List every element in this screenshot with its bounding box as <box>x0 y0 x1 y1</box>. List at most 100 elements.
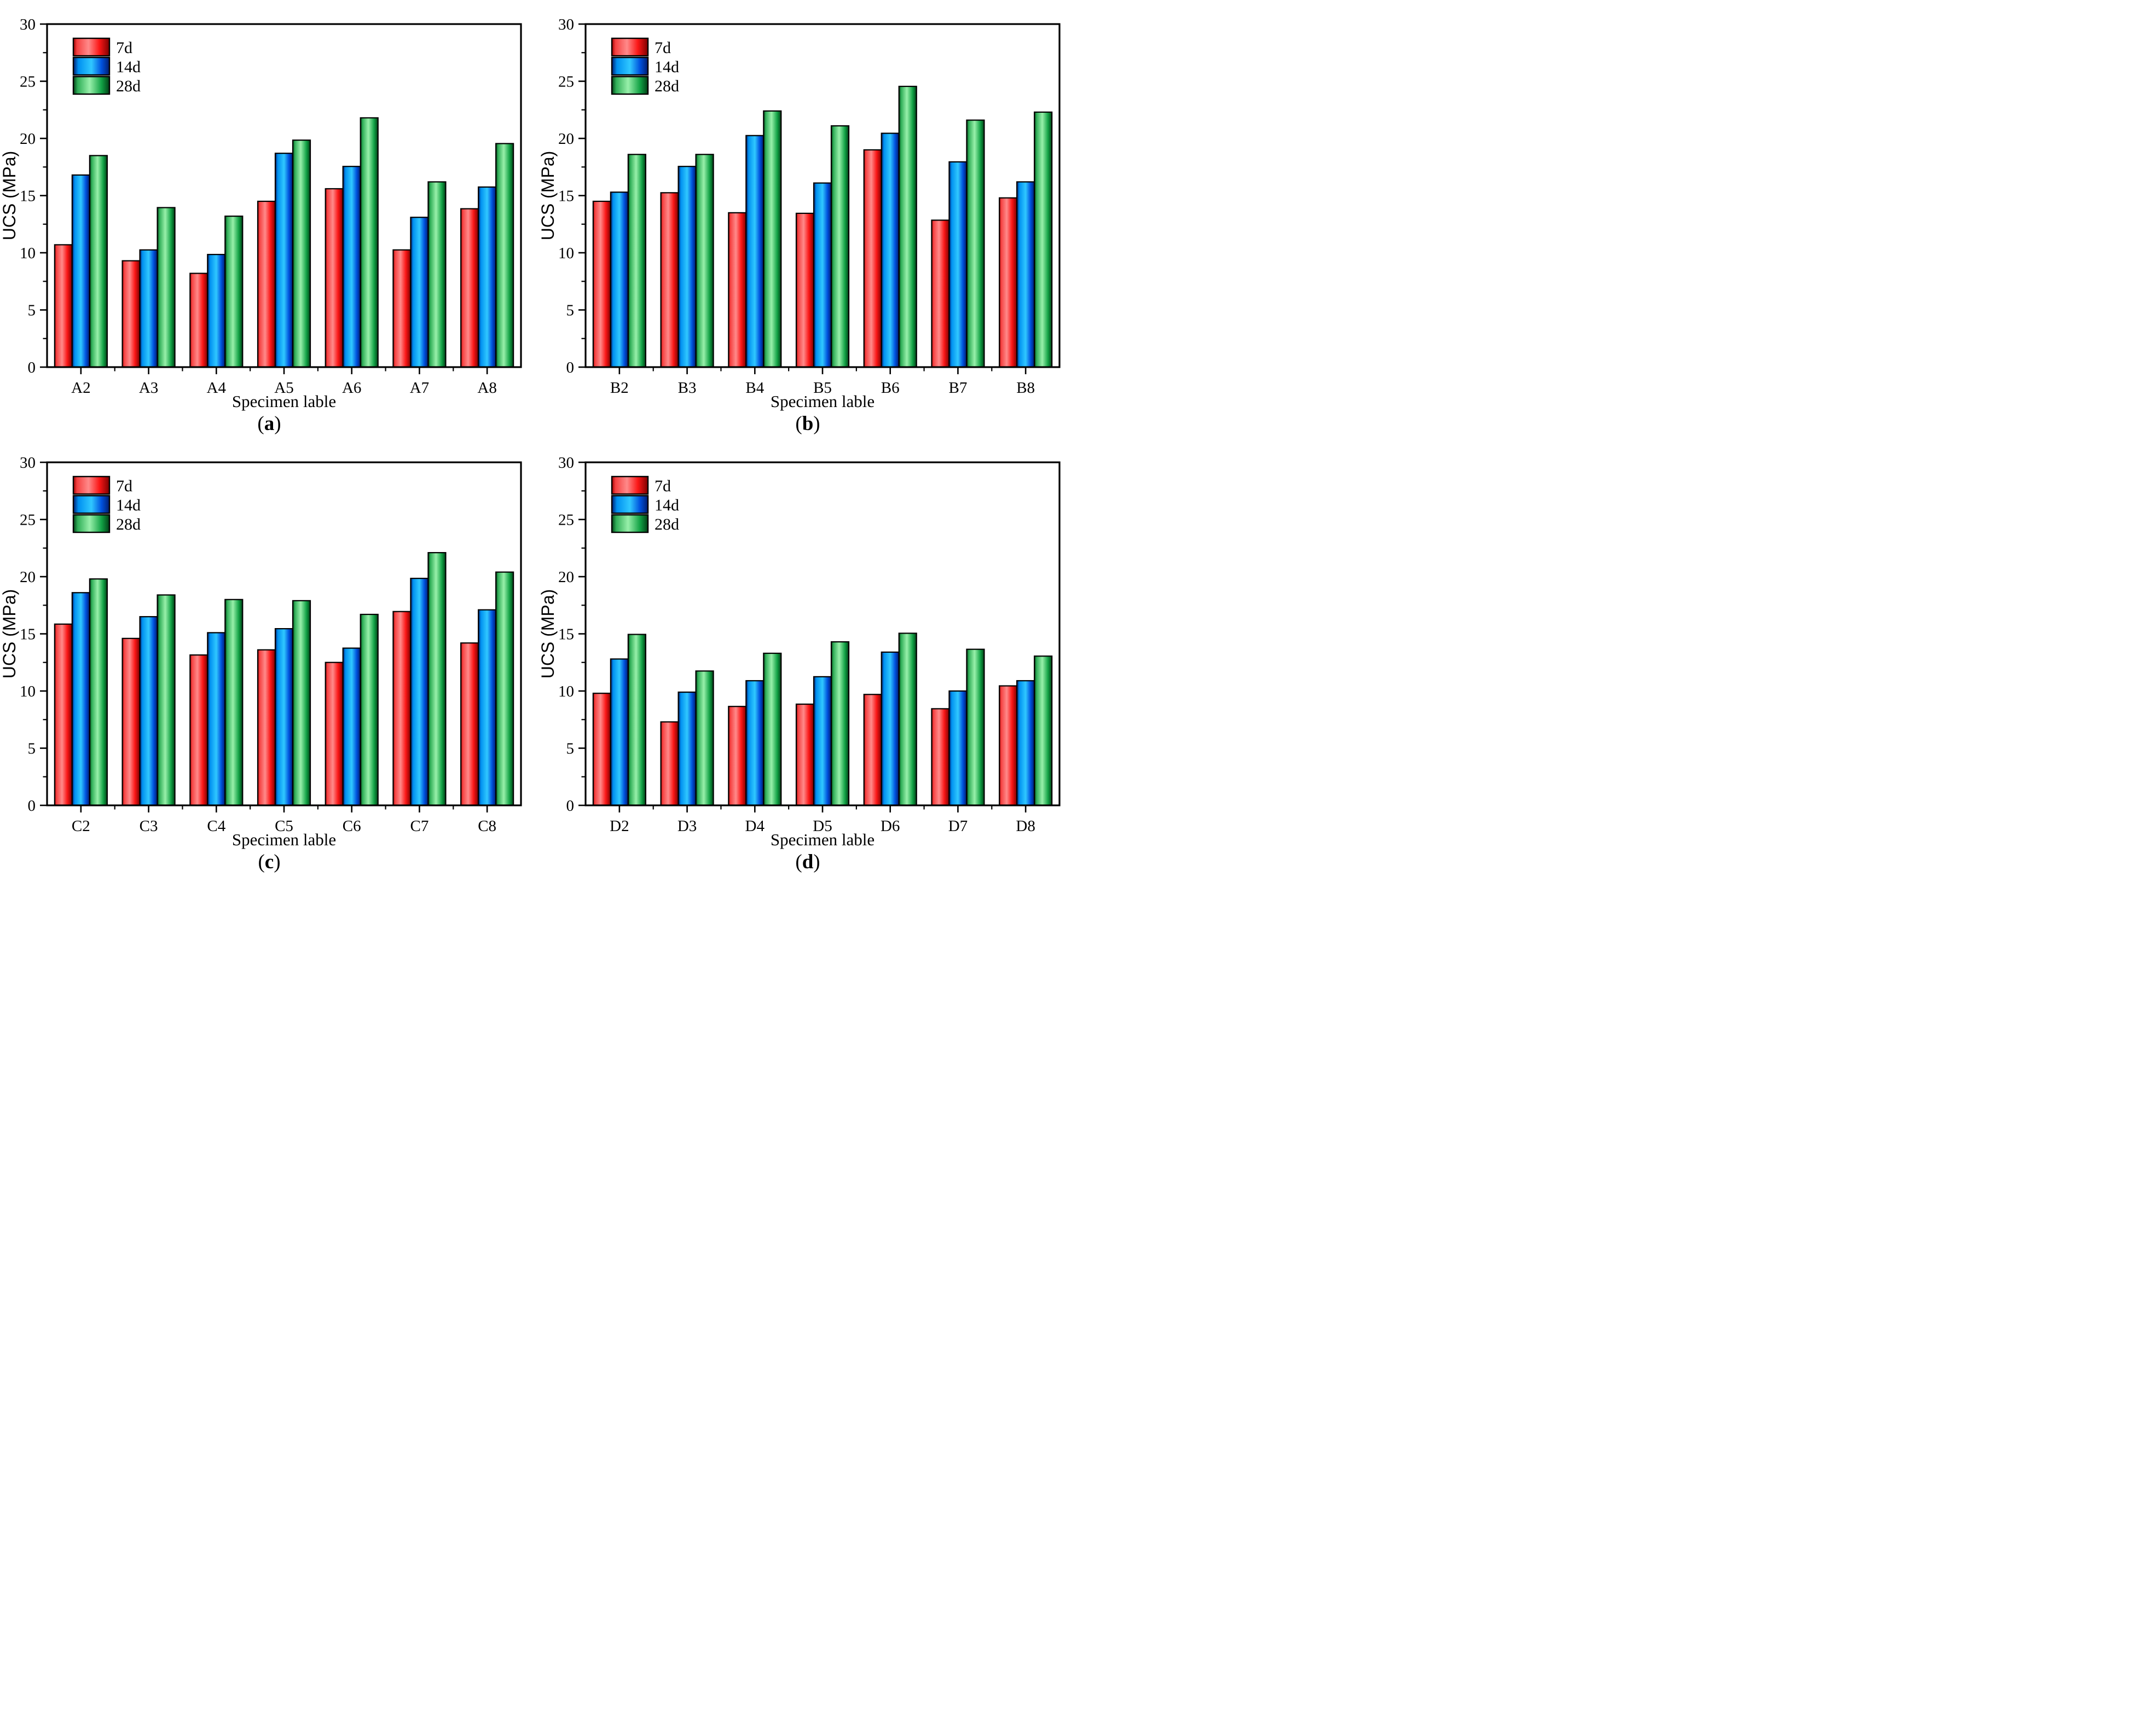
bar-D8-14d <box>1016 680 1035 806</box>
legend-swatch-7d <box>72 37 111 57</box>
legend-label-7d: 7d <box>655 39 671 57</box>
bar-C3-7d <box>121 637 141 806</box>
bar-B6-14d <box>881 132 900 368</box>
panel-c: 0 5 10 15 20 25 30 C2 C3 C4 C5 C6 C7 C8 Specimen lable… <box>0 442 538 878</box>
y-tick-label: 20 <box>20 130 36 148</box>
bar-B3-14d <box>678 166 697 368</box>
legend-swatch-7d <box>611 475 649 495</box>
caption-c-close: ) <box>274 851 281 873</box>
bar-B7-14d <box>948 161 968 368</box>
bar-C6-14d <box>342 647 361 806</box>
bar-B2-7d <box>592 200 611 368</box>
bar-D2-14d <box>610 658 629 806</box>
bar-B6-7d <box>863 149 882 368</box>
bar-A4-14d <box>207 254 226 368</box>
bar-A8-14d <box>478 186 497 368</box>
y-tick-label: 0 <box>566 359 575 376</box>
y-tick-label: 20 <box>558 568 574 586</box>
bar-C5-28d <box>292 600 311 806</box>
y-tick-label: 30 <box>20 454 36 472</box>
y-tick-label: 0 <box>28 359 36 376</box>
legend-label-7d: 7d <box>655 477 671 495</box>
legend-label-28d: 28d <box>655 515 679 533</box>
bar-C2-14d <box>71 592 90 806</box>
x-tick-label: D3 <box>678 817 697 835</box>
bar-D6-7d <box>863 694 882 806</box>
legend-swatch-28d <box>611 514 649 533</box>
bar-D3-14d <box>678 691 697 806</box>
y-tick-label: 5 <box>28 740 36 758</box>
legend-label-7d: 7d <box>116 477 132 495</box>
bar-C3-14d <box>139 616 158 806</box>
x-tick-label: B3 <box>678 379 697 397</box>
bar-C5-14d <box>274 628 294 806</box>
panel-d: 0 5 10 15 20 25 30 D2 D3 D4 D5 D6 D7 D8 Specimen lable… <box>538 442 1077 878</box>
bar-A5-28d <box>292 140 311 368</box>
bar-B6-28d <box>898 85 917 368</box>
bar-C2-28d <box>89 578 108 806</box>
y-tick-label: 20 <box>558 130 574 148</box>
legend-swatch-14d <box>72 56 111 76</box>
caption-b-open: ( <box>795 413 802 435</box>
bar-C7-28d <box>427 552 447 806</box>
x-tick-label: D5 <box>813 817 832 835</box>
x-tick-label: D8 <box>1016 817 1035 835</box>
x-tick-label: A2 <box>71 379 90 397</box>
bar-B4-14d <box>745 135 765 368</box>
bar-A6-28d <box>360 117 379 368</box>
bar-C2-7d <box>54 623 73 806</box>
chart-panel-b: 0 5 10 15 20 25 30 B2 B3 B4 B5 B6 B7 B8 Specimen lable… <box>538 3 1077 411</box>
y-tick-label: 10 <box>558 245 574 262</box>
bar-C7-7d <box>392 611 412 806</box>
x-tick-label: C4 <box>207 817 225 835</box>
bar-A3-14d <box>139 249 158 368</box>
y-tick-label: 20 <box>20 568 36 586</box>
bar-B3-7d <box>660 192 679 368</box>
caption-c: (c) <box>0 849 538 878</box>
y-axis-title: UCS (MPa) <box>0 589 19 679</box>
bar-D5-7d <box>795 703 815 806</box>
chart-panel-c: 0 5 10 15 20 25 30 C2 C3 C4 C5 C6 C7 C8 Specimen lable… <box>0 442 538 849</box>
figure-grid: 0 5 10 15 20 25 30 A2 A3 A4 A5 A6 A7 A8 Specimen lable… <box>0 0 1077 878</box>
bar-B2-14d <box>610 191 629 368</box>
bar-D6-14d <box>881 651 900 806</box>
legend-label-28d: 28d <box>655 77 679 95</box>
bar-D8-7d <box>999 685 1018 806</box>
bar-B7-7d <box>931 219 950 368</box>
bar-A7-14d <box>410 217 429 368</box>
x-tick-label: B6 <box>881 379 900 397</box>
legend-swatch-28d <box>72 514 111 533</box>
x-tick-label: A8 <box>477 379 496 397</box>
bar-A4-28d <box>224 216 244 368</box>
legend-swatch-14d <box>72 495 111 514</box>
bar-D5-14d <box>813 676 832 806</box>
legend-swatch-28d <box>611 76 649 95</box>
bar-B7-28d <box>966 119 985 368</box>
x-tick-label: C6 <box>343 817 361 835</box>
y-tick-label: 30 <box>20 16 36 33</box>
bar-B5-7d <box>795 212 815 368</box>
x-tick-label: D7 <box>948 817 968 835</box>
caption-a-close: ) <box>274 413 281 435</box>
x-tick-label: B7 <box>949 379 968 397</box>
x-tick-label: D6 <box>881 817 900 835</box>
x-tick-label: A4 <box>207 379 227 397</box>
chart-panel-d: 0 5 10 15 20 25 30 D2 D3 D4 D5 D6 D7 D8 Specimen lable… <box>538 442 1077 849</box>
y-tick-label: 15 <box>20 188 36 205</box>
y-tick-label: 5 <box>28 302 36 320</box>
caption-d-close: ) <box>813 851 820 873</box>
bar-D8-28d <box>1034 655 1053 806</box>
caption-c-open: ( <box>258 851 265 873</box>
legend-label-14d: 14d <box>655 496 679 514</box>
y-tick-label: 15 <box>558 626 574 643</box>
bar-B8-28d <box>1034 111 1053 368</box>
bar-C4-14d <box>207 632 226 806</box>
bar-B5-28d <box>830 125 850 368</box>
y-tick-label: 10 <box>20 245 36 262</box>
caption-b-close: ) <box>813 413 820 435</box>
bar-D5-28d <box>830 641 850 806</box>
x-tick-label: B4 <box>745 379 764 397</box>
x-axis-title: Specimen lable <box>232 830 336 849</box>
bar-A2-14d <box>71 174 90 368</box>
y-tick-label: 30 <box>558 454 574 472</box>
